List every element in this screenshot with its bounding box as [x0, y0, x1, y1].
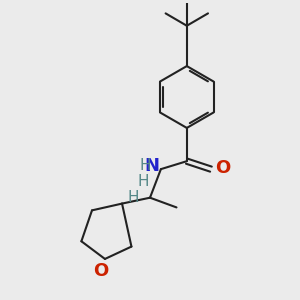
Text: N: N: [144, 157, 159, 175]
Text: O: O: [93, 262, 108, 280]
Text: H: H: [127, 190, 139, 205]
Text: O: O: [215, 159, 231, 177]
Text: H: H: [138, 175, 149, 190]
Text: H: H: [140, 158, 151, 173]
